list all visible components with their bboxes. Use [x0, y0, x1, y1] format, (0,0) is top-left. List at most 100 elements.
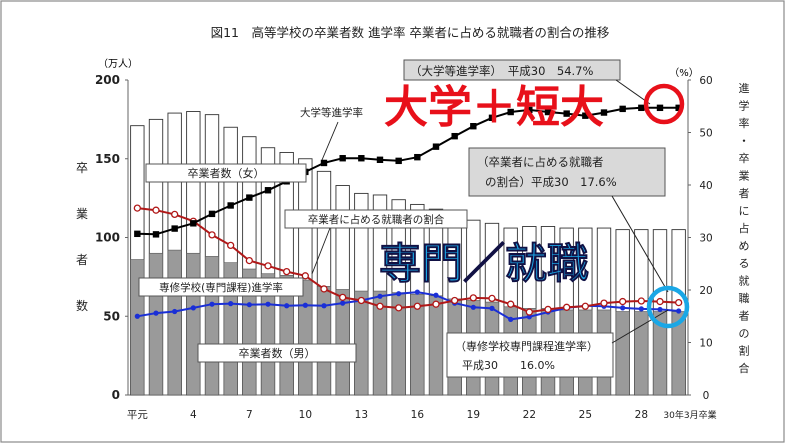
- daigaku-point: [544, 108, 552, 116]
- senshu-annotation: （専修学校専門課程進学率） 平成30 16.0%: [446, 309, 669, 378]
- label-shushoku-text: 卒業者に占める就職者の割合: [308, 213, 445, 226]
- right-tick-label: 30: [699, 233, 712, 245]
- shushoku-point: [544, 305, 552, 314]
- senshu-point: [172, 308, 178, 315]
- shushoku-point: [301, 272, 309, 280]
- senshu-point: [638, 306, 644, 312]
- senshu-point: [377, 293, 383, 299]
- x-tick-label: 19: [467, 409, 480, 421]
- right-axis-label-char: ・: [739, 135, 750, 148]
- right-axis-label-char: 就: [739, 274, 750, 288]
- label-daigaku-text: 大学等進学率: [300, 106, 363, 119]
- left-axis-label-char: 者: [76, 253, 88, 267]
- shushoku-annotation-box: [468, 147, 666, 197]
- senshu-point: [153, 310, 159, 316]
- daigaku-annotation-box: [403, 59, 621, 81]
- bar-men: [167, 249, 182, 396]
- right-axis-label-char: る: [739, 257, 750, 270]
- daigaku-point: [264, 187, 272, 194]
- x-tick-label: 13: [355, 409, 368, 421]
- x-axis-end-label: 30年3月卒業: [663, 409, 716, 421]
- senshu-point: [134, 313, 140, 319]
- senshu-annotation-box: [446, 332, 614, 378]
- right-tick-label: 20: [699, 285, 712, 297]
- shushoku-point: [376, 302, 384, 310]
- right-axis-ticks: 0 10 20 30 40 50 60: [688, 75, 713, 402]
- left-axis-label-char: 卒: [76, 161, 88, 175]
- overlay-red-text: 大学＋短大: [384, 82, 604, 133]
- x-tick-label: 25: [579, 409, 592, 421]
- senshu-point: [302, 302, 308, 308]
- senshu-point: [209, 301, 215, 307]
- shushoku-annotation: （卒業者に占める就職者 の割合）平成30 17.6%: [468, 147, 669, 293]
- senshu-point: [396, 291, 402, 297]
- right-axis-label-char: 者: [739, 310, 750, 323]
- daigaku-point: [526, 106, 533, 114]
- daigaku-point: [358, 155, 365, 162]
- daigaku-annotation: （大学等進学率） 平成30 54.7%: [403, 59, 651, 105]
- daigaku-point: [432, 143, 440, 150]
- senshu-point: [321, 303, 327, 309]
- shushoku-point: [208, 231, 216, 239]
- right-axis-label-char: 合: [739, 361, 750, 375]
- shushoku-point: [488, 294, 496, 303]
- bar-men: [204, 256, 220, 396]
- x-tick-label: 10: [299, 409, 312, 421]
- right-tick-label: 40: [699, 180, 712, 192]
- right-tick-label: 60: [699, 75, 712, 87]
- label-daigaku: 大学等進学率: [300, 106, 363, 161]
- bar-men: [298, 279, 313, 396]
- bar-men: [148, 252, 164, 396]
- right-axis-label-char: 率: [739, 116, 750, 130]
- shushoku-point: [469, 294, 477, 302]
- shushoku-point: [152, 206, 160, 214]
- left-axis-unit: （万人）: [98, 58, 138, 70]
- right-axis-label-char: に: [739, 205, 750, 218]
- left-axis-label-char: 数: [76, 298, 88, 313]
- shushoku-point: [563, 303, 571, 311]
- left-axis-label: 卒業者数: [76, 161, 88, 313]
- senshu-point: [414, 289, 420, 295]
- senshu-point: [284, 303, 290, 309]
- shushoku-point: [339, 293, 347, 302]
- x-tick-label: 4: [190, 409, 197, 421]
- daigaku-point: [376, 156, 384, 163]
- x-axis-ticks: 平元 4 7 10 13 16 19 22 25 28: [127, 409, 648, 421]
- senshu-point: [470, 304, 476, 310]
- daigaku-point: [208, 210, 216, 218]
- shushoku-point: [227, 241, 235, 250]
- right-axis-label: 進学率・卒業者に占める就職者の割合: [739, 82, 750, 375]
- shushoku-point: [320, 285, 328, 293]
- shushoku-point: [245, 256, 253, 265]
- daigaku-point: [395, 157, 402, 165]
- daigaku-point: [563, 110, 570, 117]
- shushoku-point: [395, 304, 403, 312]
- right-axis-label-char: 占: [739, 221, 750, 235]
- bar-men: [428, 295, 444, 396]
- bar-men: [335, 289, 350, 396]
- left-tick-label: 200: [95, 73, 120, 87]
- label-senshu-text: 専修学校(専門課程)進学率: [159, 281, 283, 294]
- senshu-point: [489, 305, 495, 311]
- bar-men: [316, 286, 332, 396]
- right-tick-label: 50: [699, 128, 712, 140]
- senshu-point: [340, 300, 346, 306]
- chart-title: 図11 高等学校の卒業者数 進学率 卒業者に占める就職者の割合の推移: [211, 25, 610, 40]
- daigaku-annotation-text: （大学等進学率） 平成30 54.7%: [410, 64, 593, 78]
- daigaku-point: [582, 112, 589, 119]
- x-tick-label: 16: [411, 409, 425, 421]
- shushoku-point: [675, 298, 683, 307]
- bar-men: [615, 311, 630, 396]
- left-tick-label: 0: [112, 388, 120, 402]
- daigaku-point: [675, 104, 682, 112]
- senshu-point: [676, 308, 682, 314]
- senshu-point: [620, 305, 626, 311]
- senshu-annotation-text-2: 平成30 16.0%: [462, 359, 555, 372]
- overlay-red-circle: [643, 83, 685, 125]
- x-tick-label: 平元: [127, 409, 148, 421]
- senshu-point: [433, 292, 439, 298]
- senshu-point: [228, 301, 234, 307]
- shushoku-point: [525, 308, 533, 316]
- right-axis-label-char: 割: [739, 344, 750, 358]
- left-tick-label: 100: [95, 231, 120, 245]
